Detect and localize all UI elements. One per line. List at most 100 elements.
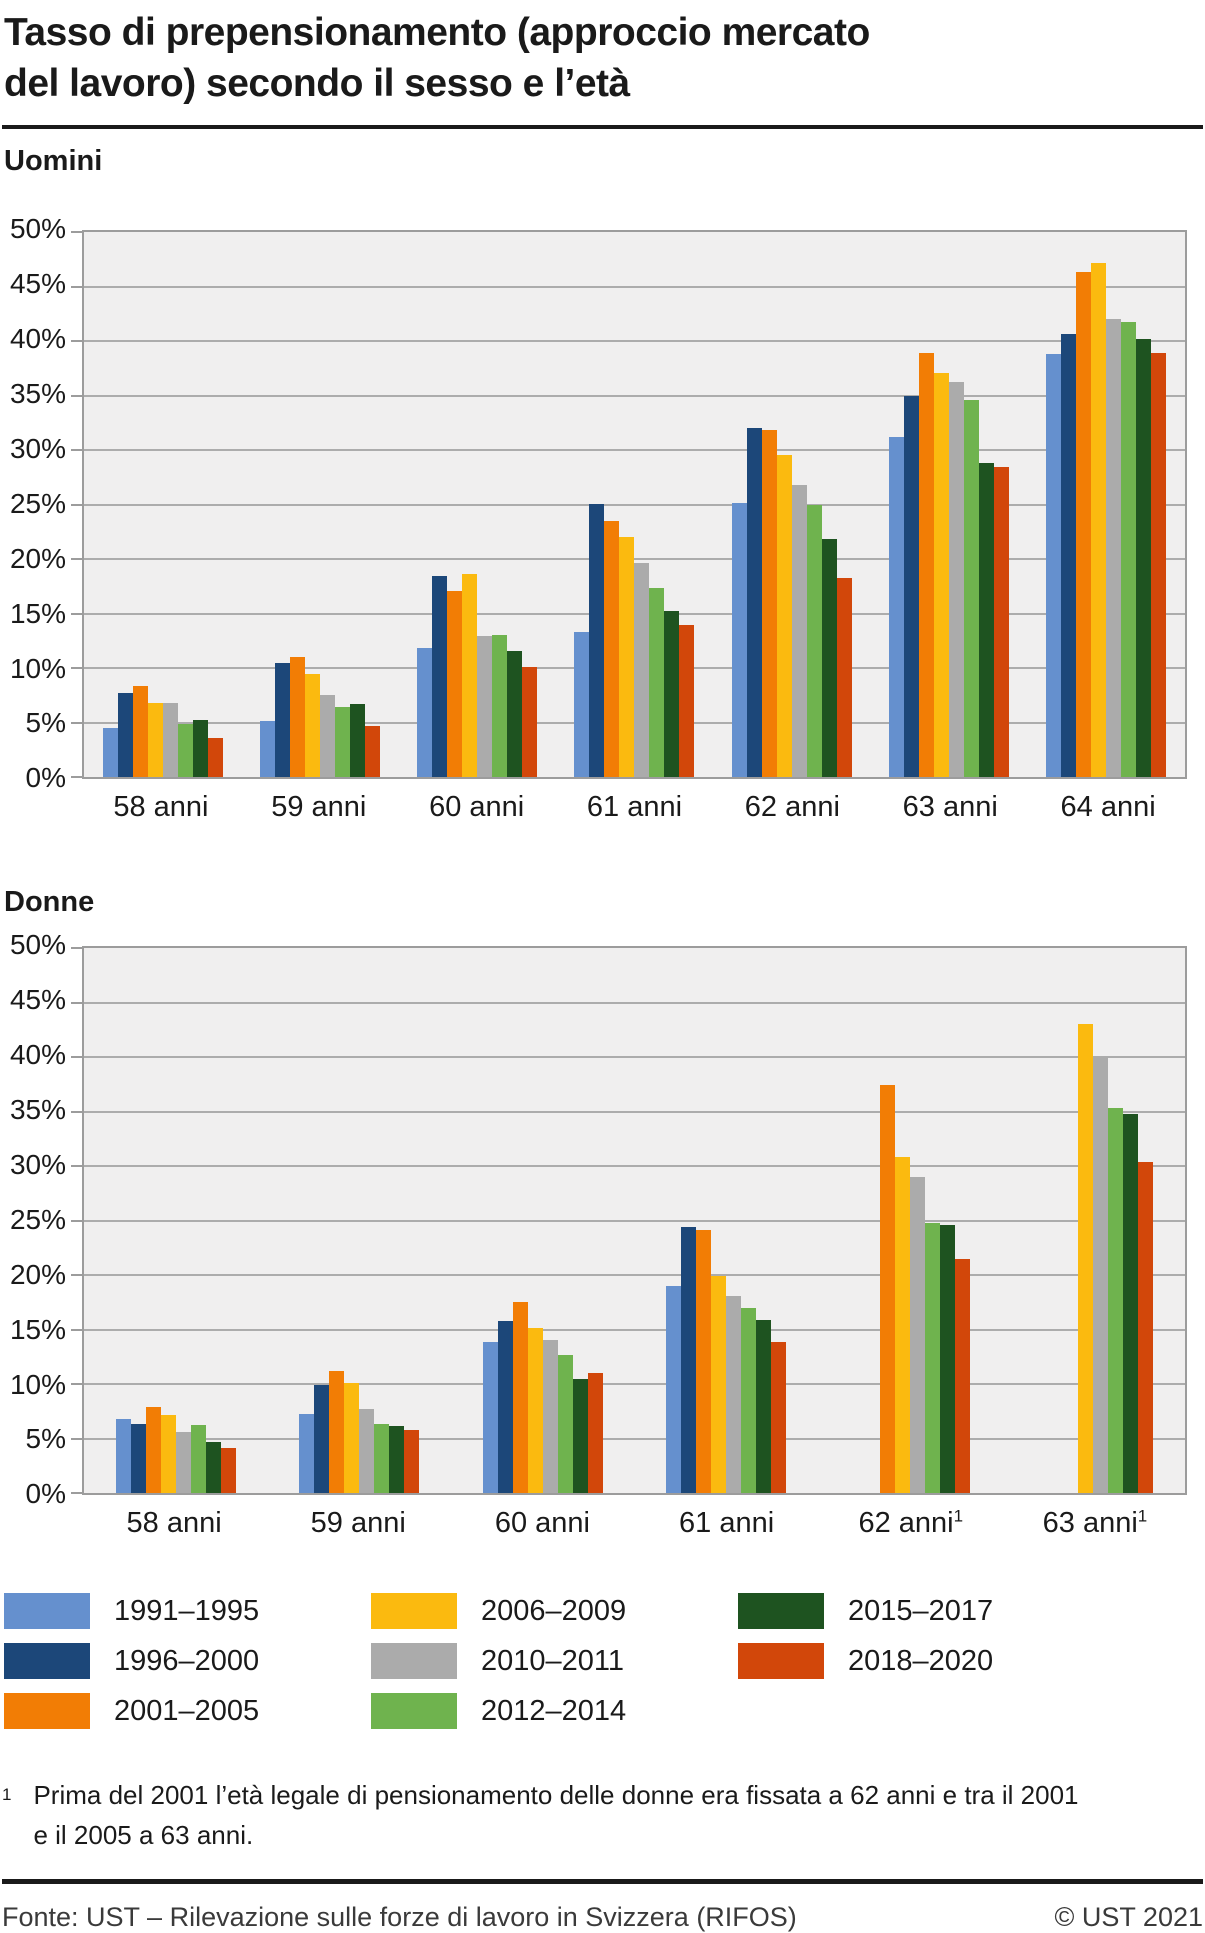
bar-2001-2005	[696, 1229, 712, 1494]
bar-2010-2011	[726, 1296, 742, 1494]
x-axis-label-61-anni: 61 anni	[586, 791, 683, 824]
y-axis-label: 5%	[25, 1423, 66, 1455]
gridline-35%	[84, 1110, 1185, 1113]
bar-2012-2014	[190, 1424, 206, 1494]
y-axis-label: 45%	[9, 268, 66, 300]
y-axis-label: 0%	[25, 1478, 66, 1510]
y-tick	[71, 1437, 82, 1440]
legend-label: 2018–2020	[848, 1645, 994, 1678]
y-tick	[71, 1001, 82, 1004]
bar-2018-2020	[836, 577, 852, 778]
bar-2015-2017	[572, 1378, 588, 1494]
bar-2010-2011	[1093, 1057, 1109, 1494]
bar-2012-2014	[374, 1423, 390, 1494]
gridline-10%	[84, 1383, 1185, 1386]
bar-1991-1995	[299, 1413, 315, 1494]
bar-2010-2011	[791, 485, 807, 778]
gridline-20%	[84, 1274, 1185, 1277]
bar-2012-2014	[1121, 321, 1137, 778]
gridline-30%	[84, 1165, 1185, 1168]
bar-2018-2020	[207, 738, 223, 778]
bar-2015-2017	[507, 650, 523, 778]
bar-2010-2011	[359, 1409, 375, 1494]
y-tick	[71, 1110, 82, 1113]
bar-2015-2017	[979, 463, 995, 778]
bar-2018-2020	[954, 1259, 970, 1494]
plot-area	[71, 230, 1187, 780]
bar-group-61-anni	[556, 232, 713, 778]
bar-groups	[84, 948, 1185, 1494]
bar-1991-1995	[1046, 354, 1062, 778]
bar-2015-2017	[192, 719, 208, 778]
men-section-label: Uomini	[4, 145, 103, 178]
page-title: Tasso di prepensionamento (approccio mer…	[4, 11, 870, 105]
legend-swatch-2012-2014	[371, 1693, 457, 1730]
bar-2012-2014	[492, 634, 508, 778]
y-tick	[71, 1165, 82, 1168]
bar-2015-2017	[939, 1225, 955, 1494]
bar-2018-2020	[771, 1341, 787, 1494]
legend-label: 2010–2011	[481, 1645, 625, 1678]
bars	[574, 232, 695, 778]
y-tick	[71, 1383, 82, 1386]
bar-2010-2011	[949, 381, 965, 778]
bar-2010-2011	[319, 694, 335, 778]
x-axis-label-58-anni: 58 anni	[126, 1507, 222, 1540]
gridline-5%	[84, 1437, 1185, 1440]
gridline-45%	[84, 285, 1185, 288]
bar-group-63-anni	[870, 232, 1027, 778]
bar-1996-2000	[497, 1321, 513, 1494]
gridline-20%	[84, 558, 1185, 561]
legend-label: 2006–2009	[481, 1595, 627, 1628]
men-bar-chart: 0% 5% 10% 15% 20% 25% 30% 35% 40% 45% 50% 58 anni 59…	[2, 214, 1205, 840]
bars	[102, 232, 223, 778]
legend-swatch-1996-2000	[4, 1643, 90, 1680]
bar-2018-2020	[587, 1373, 603, 1494]
y-tick	[71, 394, 82, 397]
y-axis-label: 20%	[9, 1258, 66, 1290]
y-tick	[71, 776, 82, 779]
y-tick	[71, 558, 82, 561]
footnote-text: Prima del 2001 l’età legale di pensionam…	[33, 1780, 1079, 1851]
y-tick	[71, 231, 82, 234]
y-tick	[71, 1274, 82, 1277]
bar-2001-2005	[604, 521, 620, 778]
bar-group-62-anni	[818, 948, 1002, 1494]
bar-2010-2011	[1106, 318, 1122, 778]
bar-2010-2011	[175, 1432, 191, 1494]
bar-group-60-anni	[399, 232, 556, 778]
y-axis-label: 50%	[9, 929, 66, 961]
gridline-25%	[84, 1219, 1185, 1222]
bar-1996-2000	[746, 427, 762, 778]
legend-label: 1991–1995	[114, 1595, 260, 1628]
footnote: 1 Prima del 2001 l’età legale di pensiona…	[2, 1775, 1162, 1855]
bar-group-59-anni	[268, 948, 452, 1494]
bar-2001-2005	[132, 685, 148, 778]
x-axis-label-64-anni: 64 anni	[1060, 791, 1156, 824]
bar-2015-2017	[1136, 339, 1152, 778]
y-axis-label: 10%	[9, 1368, 66, 1400]
bar-2010-2011	[477, 635, 493, 778]
y-axis-label: 15%	[9, 1313, 66, 1345]
bar-1996-2000	[117, 693, 133, 778]
bar-1996-2000	[904, 395, 920, 778]
x-axis-label-63-anni: 63 anni	[902, 791, 998, 824]
bar-2006-2009	[619, 536, 635, 778]
bar-2012-2014	[1108, 1107, 1124, 1494]
bar-2012-2014	[557, 1354, 573, 1494]
y-tick	[71, 612, 82, 615]
bar-2015-2017	[756, 1320, 772, 1494]
bar-1991-1995	[574, 632, 590, 778]
bar-2001-2005	[447, 591, 463, 778]
y-tick	[71, 1492, 82, 1495]
bar-groups	[84, 232, 1185, 778]
bar-1996-2000	[1061, 333, 1077, 778]
bar-1996-2000	[589, 503, 605, 778]
bar-2015-2017	[664, 610, 680, 778]
bar-2012-2014	[741, 1308, 757, 1494]
bar-2018-2020	[1138, 1162, 1154, 1494]
bar-2006-2009	[934, 373, 950, 778]
bars	[850, 948, 970, 1494]
bar-1991-1995	[731, 502, 747, 778]
bars	[417, 232, 538, 778]
